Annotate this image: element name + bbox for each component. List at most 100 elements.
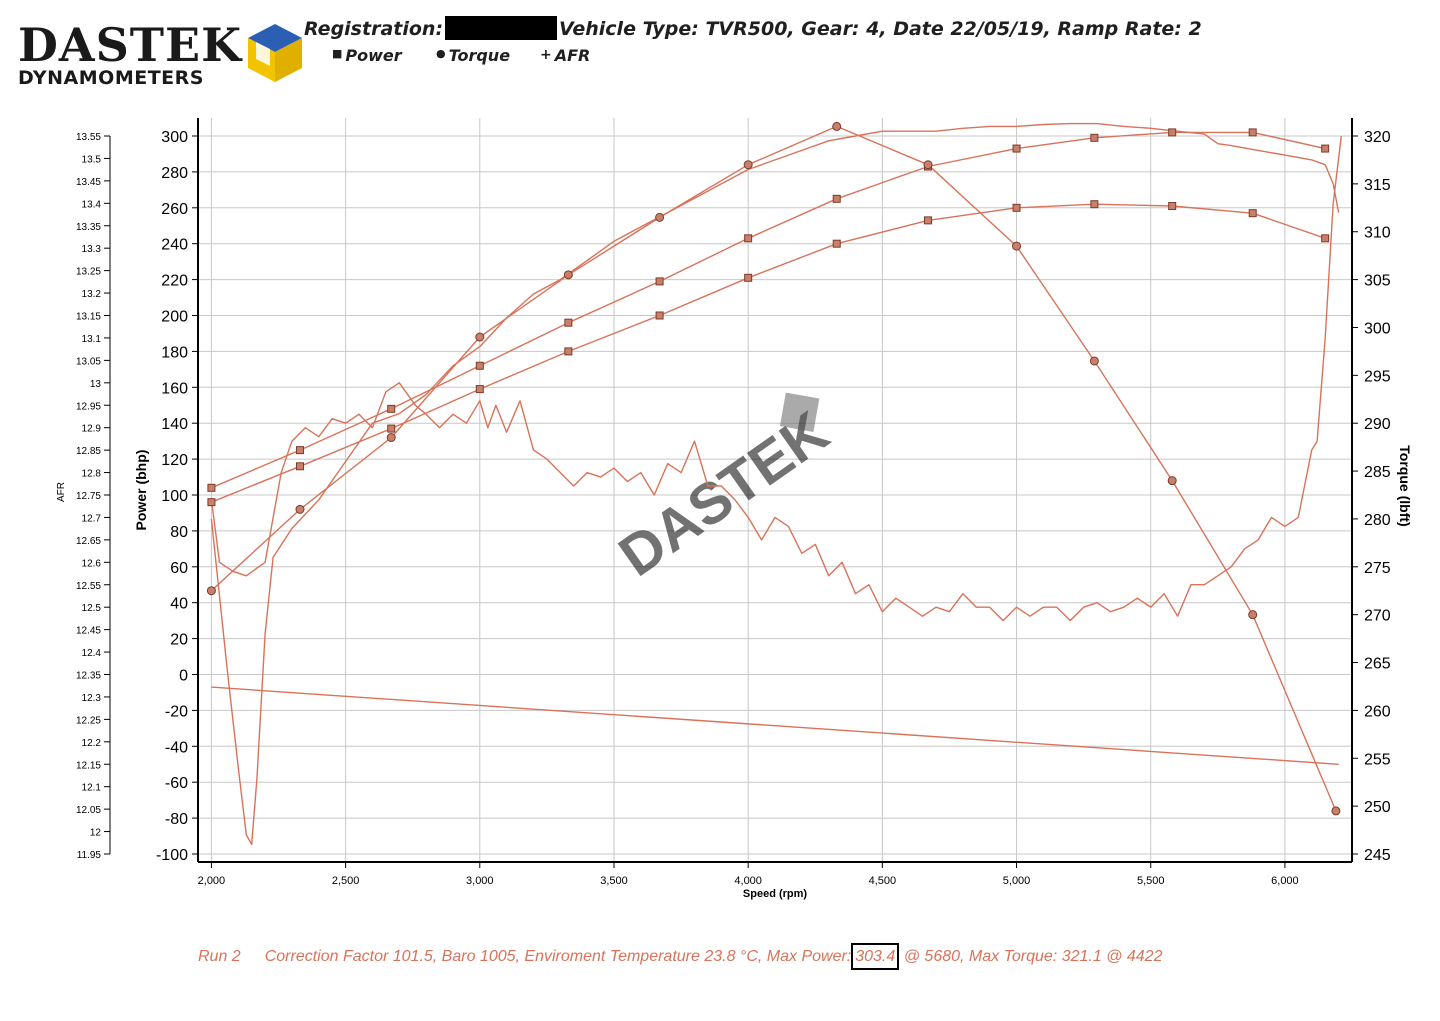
power-data-point: [744, 234, 753, 243]
torque-tick-label: 295: [1364, 368, 1391, 385]
torque-tick-label: 270: [1364, 608, 1391, 625]
legend-torque: ● Torque: [436, 46, 510, 65]
x-tick-label: 3,000: [466, 875, 494, 887]
afr-tick-label: 13.55: [76, 132, 101, 143]
plus-marker-icon: +: [540, 47, 552, 63]
power-data-point: [475, 385, 484, 394]
run-label: Run 2: [198, 948, 241, 965]
afr-tick-label: 12.3: [82, 693, 102, 704]
torque-tick-label: 260: [1364, 703, 1391, 720]
run-summary: Run 2 Correction Factor 101.5, Baro 1005,…: [198, 943, 1163, 970]
afr-axis-label: AFR: [56, 482, 67, 502]
x-tick-label: 6,000: [1271, 875, 1299, 887]
torque-tick-label: 265: [1364, 656, 1391, 673]
afr-tick-label: 12.75: [76, 491, 101, 502]
power-tick-label: 200: [161, 309, 188, 326]
axes-group: [104, 118, 1358, 868]
torque-tick-label: 305: [1364, 273, 1391, 290]
series-line-power-4: [211, 686, 1339, 765]
square-marker-icon: ■: [332, 47, 343, 60]
power-data-point: [387, 424, 396, 433]
afr-tick-label: 12.1: [82, 783, 102, 794]
power-data-point: [1168, 128, 1177, 137]
redaction-bar: [445, 16, 558, 40]
power-tick-label: 60: [170, 560, 188, 577]
power-data-point: [655, 311, 664, 320]
power-data-point: [564, 318, 573, 327]
power-tick-label: 20: [170, 632, 188, 649]
watermark-cube-icon: [779, 392, 820, 432]
torque-tick-label: 250: [1364, 799, 1391, 816]
power-data-point: [564, 347, 573, 356]
power-tick-label: 220: [161, 273, 188, 290]
afr-tick-label: 11.95: [77, 850, 102, 861]
power-data-point: [207, 498, 216, 507]
markers-group: [206, 121, 1341, 816]
chart-header: Registration: Vehicle Type: TVR500, Gear:…: [304, 16, 1202, 40]
afr-tick-label: 13.1: [82, 334, 102, 345]
torque-tick-label: 310: [1364, 225, 1391, 242]
x-tick-label: 5,000: [1003, 875, 1031, 887]
legend-label-power: Power: [345, 46, 402, 65]
power-tick-label: 120: [161, 452, 188, 469]
torque-data-point: [832, 121, 842, 131]
afr-tick-label: 13.35: [76, 222, 101, 233]
torque-data-point: [386, 433, 396, 443]
power-tick-label: -60: [165, 775, 188, 792]
afr-tick-label: 13.3: [82, 244, 102, 255]
power-tick-label: -100: [156, 847, 188, 864]
power-data-point: [1090, 133, 1099, 142]
power-tick-label: 80: [170, 524, 188, 541]
torque-tick-label: 280: [1364, 512, 1391, 529]
torque-tick-label: 290: [1364, 416, 1391, 433]
afr-tick-label: 12.85: [76, 446, 101, 457]
x-tick-label: 4,000: [734, 875, 762, 887]
vehicle-details: Vehicle Type: TVR500, Gear: 4, Date 22/0…: [559, 18, 1202, 40]
series-line-afr-3: [210, 135, 1342, 622]
x-tick-label: 2,000: [198, 875, 226, 887]
power-tick-label: 0: [179, 668, 188, 685]
afr-tick-label: 12.35: [76, 671, 101, 682]
power-data-point: [207, 483, 216, 492]
legend-label-torque: Torque: [448, 46, 511, 65]
x-axis-label: Speed (rpm): [743, 888, 808, 900]
power-tick-label: 100: [161, 488, 188, 505]
torque-data-point: [1012, 241, 1022, 251]
x-tick-label: 5,500: [1137, 875, 1165, 887]
registration-label: Registration:: [304, 18, 444, 40]
power-tick-label: 300: [161, 129, 188, 146]
afr-tick-label: 12.95: [76, 401, 101, 412]
power-tick-label: 140: [161, 416, 188, 433]
series-group: [210, 122, 1342, 846]
power-tick-label: 280: [161, 165, 188, 182]
power-data-point: [475, 361, 484, 370]
afr-tick-label: 12: [90, 828, 102, 839]
power-data-point: [295, 446, 304, 455]
power-data-point: [295, 462, 304, 471]
afr-tick-label: 13.2: [82, 289, 102, 300]
torque-data-point: [563, 270, 573, 280]
x-tick-label: 3,500: [600, 875, 628, 887]
brand-logo: DASTEK DYNAMOMETERS: [18, 22, 241, 89]
power-tick-label: -80: [165, 811, 188, 828]
x-tick-label: 4,500: [869, 875, 897, 887]
afr-tick-label: 13.25: [76, 267, 101, 278]
run-details-tail: @ 5680, Max Torque: 321.1 @ 4422: [903, 948, 1163, 965]
power-tick-label: 180: [161, 344, 188, 361]
power-tick-label: 240: [161, 237, 188, 254]
afr-tick-label: 13.4: [82, 199, 102, 210]
power-data-point: [1012, 144, 1021, 153]
brand-subtitle: DYNAMOMETERS: [18, 67, 204, 89]
max-power-value: 303.4: [851, 943, 900, 970]
power-data-point: [1090, 200, 1099, 209]
torque-data-point: [1331, 806, 1341, 816]
power-data-point: [655, 277, 664, 286]
power-tick-label: -20: [165, 703, 188, 720]
power-data-point: [1321, 144, 1330, 153]
series-line-torque-5: [210, 122, 1340, 846]
power-tick-label: 40: [170, 596, 188, 613]
series-line-power-0: [211, 203, 1326, 503]
torque-data-point: [206, 586, 216, 596]
power-data-point: [1248, 209, 1257, 218]
power-data-point: [744, 273, 753, 282]
